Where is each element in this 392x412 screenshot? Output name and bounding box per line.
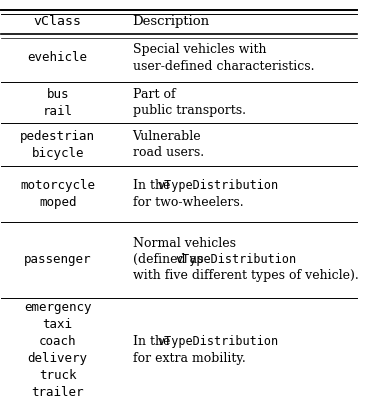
Text: passenger: passenger	[24, 253, 91, 266]
Text: with five different types of vehicle).: with five different types of vehicle).	[132, 269, 358, 283]
Text: Special vehicles with: Special vehicles with	[132, 43, 266, 56]
Text: pedestrian
bicycle: pedestrian bicycle	[20, 130, 95, 160]
Text: for extra mobility.: for extra mobility.	[132, 351, 245, 365]
Text: for two-wheelers.: for two-wheelers.	[132, 196, 243, 208]
Text: vTypeDistribution: vTypeDistribution	[158, 179, 279, 192]
Text: motorcycle
moped: motorcycle moped	[20, 179, 95, 209]
Text: In the: In the	[132, 179, 174, 192]
Text: vClass: vClass	[34, 15, 82, 28]
Text: evehicle: evehicle	[28, 52, 88, 64]
Text: vTypeDistribution: vTypeDistribution	[158, 335, 279, 349]
Text: emergency
taxi
coach
delivery
truck
trailer: emergency taxi coach delivery truck trai…	[24, 301, 91, 399]
Text: In the: In the	[132, 335, 174, 349]
Text: Description: Description	[132, 15, 210, 28]
Text: (defined as: (defined as	[132, 253, 207, 266]
Text: Normal vehicles: Normal vehicles	[132, 237, 236, 250]
Text: Part of: Part of	[132, 88, 175, 101]
Text: vTypeDistribution: vTypeDistribution	[175, 253, 296, 266]
Text: user-defined characteristics.: user-defined characteristics.	[132, 59, 314, 73]
Text: bus
rail: bus rail	[43, 87, 73, 117]
Text: public transports.: public transports.	[132, 104, 245, 117]
Text: road users.: road users.	[132, 146, 203, 159]
Text: Vulnerable: Vulnerable	[132, 130, 201, 143]
